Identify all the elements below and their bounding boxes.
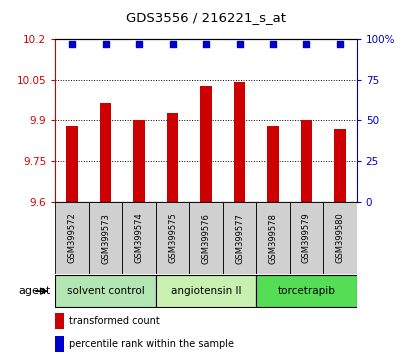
Bar <box>189 202 222 274</box>
Bar <box>200 86 211 202</box>
Bar <box>267 126 278 202</box>
Point <box>302 41 309 47</box>
Point <box>336 41 342 47</box>
Bar <box>99 103 111 202</box>
Bar <box>89 202 122 274</box>
Text: GDS3556 / 216221_s_at: GDS3556 / 216221_s_at <box>126 11 285 24</box>
Bar <box>155 202 189 274</box>
Text: GSM399573: GSM399573 <box>101 213 110 263</box>
Text: GSM399572: GSM399572 <box>67 213 76 263</box>
Text: GSM399579: GSM399579 <box>301 213 310 263</box>
Bar <box>166 113 178 202</box>
Bar <box>233 82 245 202</box>
Bar <box>256 202 289 274</box>
Text: GSM399578: GSM399578 <box>268 213 277 263</box>
Point <box>169 41 175 47</box>
Bar <box>55 336 64 352</box>
Text: solvent control: solvent control <box>67 286 144 296</box>
Bar <box>55 313 64 329</box>
Text: percentile rank within the sample: percentile rank within the sample <box>69 339 234 349</box>
Text: GSM399574: GSM399574 <box>134 213 143 263</box>
Bar <box>155 275 256 307</box>
Point <box>202 41 209 47</box>
Bar <box>222 202 256 274</box>
Text: GSM399577: GSM399577 <box>234 213 243 263</box>
Text: transformed count: transformed count <box>69 316 159 326</box>
Bar <box>289 202 322 274</box>
Bar <box>55 202 89 274</box>
Bar <box>133 120 144 202</box>
Bar <box>256 275 356 307</box>
Text: agent: agent <box>19 286 51 296</box>
Text: angiotensin II: angiotensin II <box>171 286 240 296</box>
Bar <box>333 129 345 202</box>
Point <box>135 41 142 47</box>
Point <box>269 41 276 47</box>
Text: GSM399576: GSM399576 <box>201 213 210 263</box>
Bar <box>322 202 356 274</box>
Text: GSM399580: GSM399580 <box>335 213 344 263</box>
Bar <box>122 202 155 274</box>
Point <box>236 41 242 47</box>
Point <box>102 41 109 47</box>
Text: torcetrapib: torcetrapib <box>277 286 335 296</box>
Text: GSM399575: GSM399575 <box>168 213 177 263</box>
Bar <box>300 120 312 202</box>
Bar <box>66 126 78 202</box>
Bar <box>55 275 155 307</box>
Point <box>69 41 75 47</box>
